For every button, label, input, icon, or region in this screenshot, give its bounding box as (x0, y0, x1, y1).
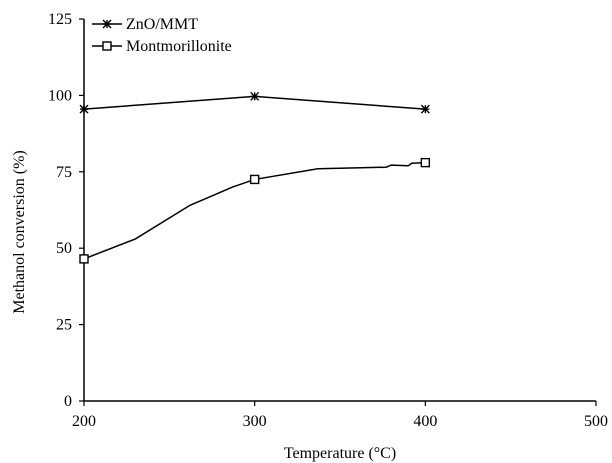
y-tick-label: 0 (64, 393, 72, 410)
x-axis-title: Temperature (°C) (284, 445, 396, 462)
series-layer (79, 91, 431, 264)
y-axis-title: Methanol conversion (%) (11, 150, 28, 314)
data-point-square (420, 157, 431, 168)
y-tick-label: 50 (56, 240, 72, 257)
x-tick-label: 500 (584, 413, 608, 430)
legend-label: ZnO/MMT (126, 16, 198, 33)
legend-marker-square (102, 41, 112, 51)
x-axis: 200 300 400 500 (72, 400, 608, 430)
y-tick-label: 100 (48, 87, 72, 104)
x-tick-label: 200 (72, 413, 96, 430)
series-line-2 (83, 161, 426, 260)
data-point-asterisk (420, 104, 430, 114)
legend: ZnO/MMT Montmorillonite (92, 16, 232, 55)
legend-label: Montmorillonite (126, 38, 232, 55)
y-axis: 0 25 50 75 100 125 (48, 11, 85, 410)
data-point-square (249, 174, 260, 185)
data-point-asterisk (79, 104, 89, 114)
y-tick-label: 25 (56, 317, 72, 334)
data-point-asterisk (250, 91, 260, 101)
y-tick-label: 75 (56, 164, 72, 181)
x-tick-label: 400 (413, 413, 437, 430)
y-tick-label: 125 (48, 11, 72, 28)
x-tick-label: 300 (243, 413, 267, 430)
legend-marker-asterisk (102, 19, 112, 29)
data-point-square (79, 254, 89, 264)
